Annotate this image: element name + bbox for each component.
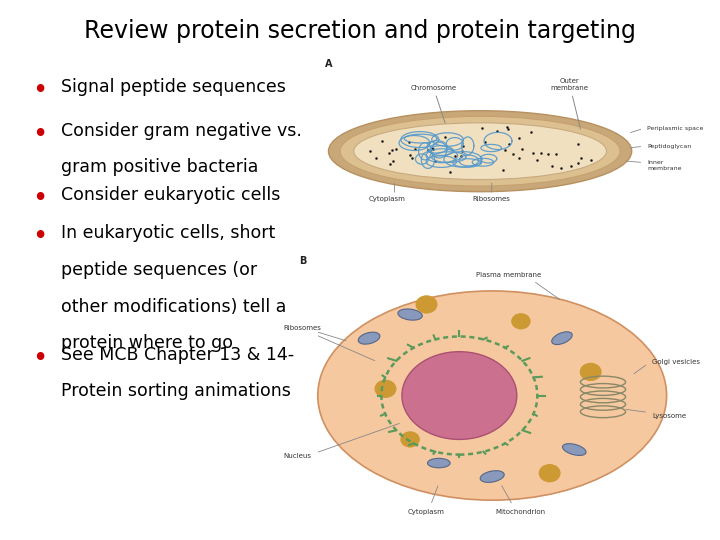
Text: Outer
membrane: Outer membrane bbox=[551, 78, 588, 129]
Ellipse shape bbox=[340, 117, 620, 186]
Text: Ribosomes: Ribosomes bbox=[473, 197, 510, 202]
Text: Consider eukaryotic cells: Consider eukaryotic cells bbox=[61, 186, 281, 204]
Text: •: • bbox=[32, 186, 48, 212]
Text: •: • bbox=[32, 78, 48, 104]
Ellipse shape bbox=[562, 444, 586, 455]
Text: Periplasmic space: Periplasmic space bbox=[647, 126, 703, 131]
Text: B: B bbox=[300, 256, 307, 266]
Text: Cytoplasm: Cytoplasm bbox=[369, 197, 405, 202]
Text: Golgi vesicles: Golgi vesicles bbox=[652, 359, 701, 365]
Circle shape bbox=[416, 296, 437, 313]
Ellipse shape bbox=[359, 332, 380, 344]
Text: Inner
membrane: Inner membrane bbox=[647, 160, 682, 171]
Text: Chromosome: Chromosome bbox=[410, 85, 456, 144]
Text: protein where to go: protein where to go bbox=[61, 334, 233, 352]
Text: See MCB Chapter 13 & 14-: See MCB Chapter 13 & 14- bbox=[61, 346, 294, 363]
Ellipse shape bbox=[428, 458, 450, 468]
Text: Plasma membrane: Plasma membrane bbox=[476, 272, 541, 279]
Ellipse shape bbox=[398, 309, 423, 320]
Text: Ribosomes: Ribosomes bbox=[283, 325, 321, 331]
Text: •: • bbox=[32, 224, 48, 250]
Text: Nucleus: Nucleus bbox=[283, 453, 311, 460]
Text: •: • bbox=[32, 346, 48, 372]
Text: Cytoplasm: Cytoplasm bbox=[408, 509, 445, 515]
Ellipse shape bbox=[552, 332, 572, 345]
Text: Peptidoglycan: Peptidoglycan bbox=[647, 144, 691, 149]
Text: A: A bbox=[325, 59, 332, 69]
Text: Protein sorting animations: Protein sorting animations bbox=[61, 382, 291, 400]
Circle shape bbox=[375, 380, 396, 397]
Ellipse shape bbox=[480, 471, 504, 482]
Text: •: • bbox=[32, 122, 48, 147]
Text: Mitochondrion: Mitochondrion bbox=[496, 509, 546, 515]
Text: Review protein secretion and protein targeting: Review protein secretion and protein tar… bbox=[84, 19, 636, 43]
Text: gram positive bacteria: gram positive bacteria bbox=[61, 158, 258, 176]
Text: Consider gram negative vs.: Consider gram negative vs. bbox=[61, 122, 302, 139]
Ellipse shape bbox=[328, 111, 631, 192]
Ellipse shape bbox=[402, 352, 517, 440]
Text: peptide sequences (or: peptide sequences (or bbox=[61, 261, 257, 279]
Ellipse shape bbox=[354, 123, 606, 179]
Text: In eukaryotic cells, short: In eukaryotic cells, short bbox=[61, 224, 276, 242]
Circle shape bbox=[580, 363, 601, 380]
Circle shape bbox=[512, 314, 530, 329]
Ellipse shape bbox=[318, 291, 667, 500]
Circle shape bbox=[539, 465, 560, 482]
Text: other modifications) tell a: other modifications) tell a bbox=[61, 298, 287, 315]
Text: Signal peptide sequences: Signal peptide sequences bbox=[61, 78, 286, 96]
Circle shape bbox=[401, 432, 419, 447]
Text: Lysosome: Lysosome bbox=[652, 413, 686, 419]
